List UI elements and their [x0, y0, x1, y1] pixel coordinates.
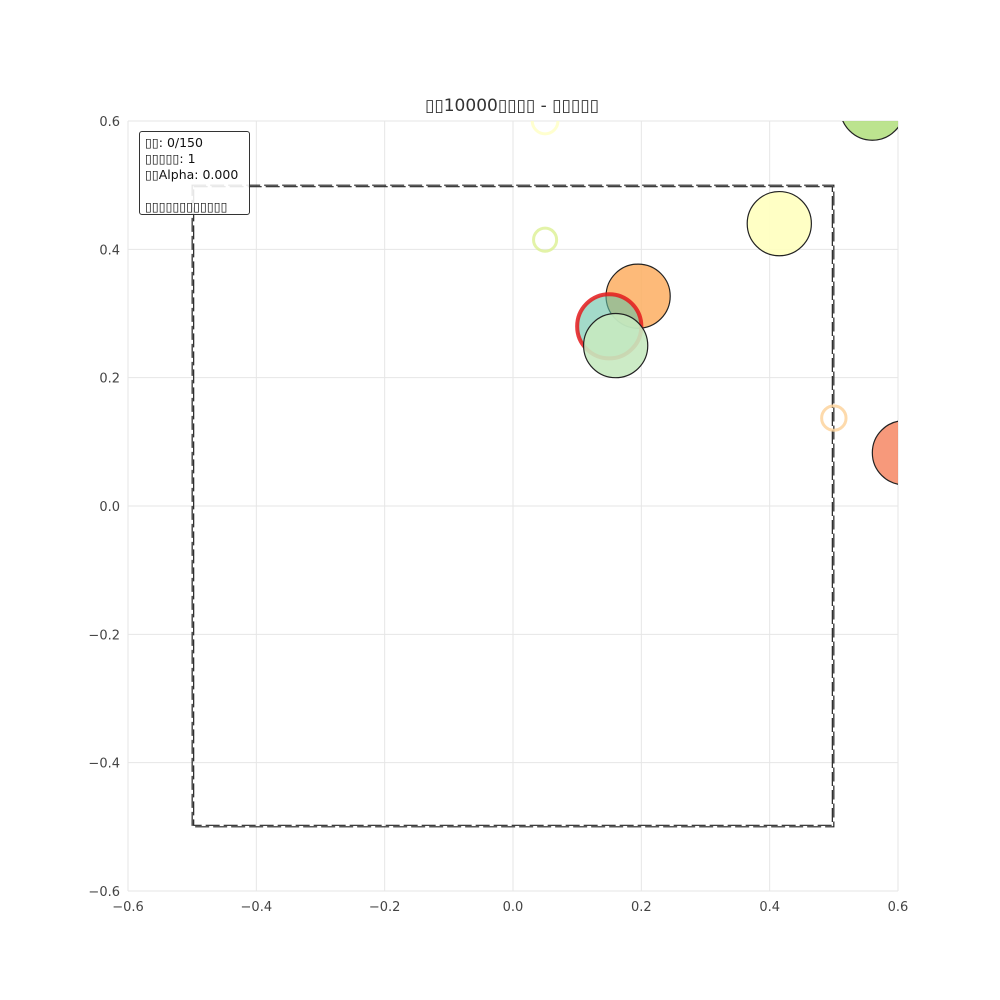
y-tick-label: 0.4	[99, 243, 120, 258]
x-tick-label: 0.4	[759, 900, 780, 915]
info-frame-count: ▯▯: 0/150	[145, 135, 203, 150]
info-step: ▯▯▯▯▯: 1	[145, 151, 196, 166]
data-point	[582, 312, 649, 379]
x-tick-label: −0.4	[241, 900, 273, 915]
chart-title: ▯▯10000▯▯▯▯ - ▯▯▯▯▯	[425, 96, 599, 116]
y-tick-label: −0.4	[88, 757, 120, 772]
x-tick-label: 0.2	[631, 900, 652, 915]
data-point	[842, 121, 898, 141]
info-alpha: ▯▯Alpha: 0.000	[145, 167, 239, 182]
boundary-rect	[193, 186, 833, 826]
boundary-frame	[191, 184, 835, 828]
info-spacer	[145, 183, 244, 199]
y-axis-ticks: −0.6 −0.4 −0.2 0.0 0.2 0.4 0.6	[88, 115, 120, 900]
y-tick-label: 0.2	[99, 372, 120, 387]
data-point	[746, 190, 812, 257]
data-point	[871, 420, 898, 485]
boundary-rect	[191, 184, 835, 828]
x-tick-label: 0.0	[503, 900, 524, 915]
info-note: ▯▯▯▯▯▯▯▯▯▯▯▯	[145, 199, 228, 214]
x-tick-label: −0.6	[112, 900, 144, 915]
info-panel: ▯▯: 0/150 ▯▯▯▯▯: 1 ▯▯Alpha: 0.000 ▯▯▯▯▯▯…	[139, 131, 250, 215]
y-tick-label: 0.6	[99, 115, 120, 130]
y-tick-label: −0.2	[88, 628, 120, 643]
y-tick-label: 0.0	[99, 500, 120, 515]
x-tick-label: −0.2	[369, 900, 401, 915]
data-point	[820, 404, 848, 432]
data-points	[530, 121, 898, 485]
x-tick-label: 0.6	[888, 900, 909, 915]
x-axis-ticks: −0.6 −0.4 −0.2 0.0 0.2 0.4 0.6	[112, 900, 908, 915]
data-point	[530, 121, 560, 136]
data-point	[532, 226, 559, 253]
y-tick-label: −0.6	[88, 885, 120, 900]
